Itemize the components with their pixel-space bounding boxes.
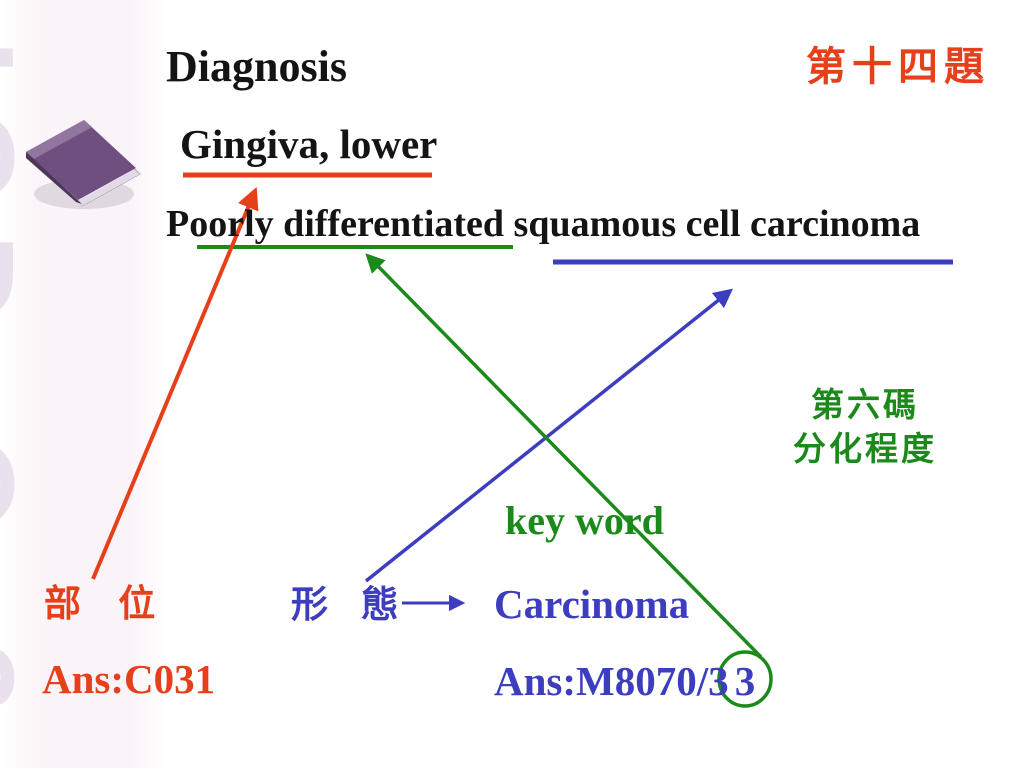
morphology-label: 形 態	[291, 585, 411, 626]
book-spine	[26, 152, 82, 204]
differentiation-digit: 3	[734, 658, 756, 704]
site-label: 部 位	[44, 584, 170, 625]
book-icon	[26, 120, 141, 209]
sixth-digit-line1: 第六碼	[811, 388, 919, 424]
sixth-digit-label: 第六碼 分化程度	[772, 385, 958, 472]
morphology-term-arrow-blue	[364, 288, 734, 583]
slide-title: Diagnosis	[166, 42, 347, 91]
question-number-label: 第十四題	[806, 44, 990, 89]
site-arrow-red	[91, 186, 259, 580]
keyword-term: Carcinoma	[494, 581, 690, 627]
book-page-edge	[76, 170, 140, 206]
site-answer: Ans:C031	[42, 656, 216, 702]
differentiation-circle	[717, 650, 773, 708]
book-cover-highlight	[26, 120, 92, 159]
differentiation-arrow-green	[365, 253, 763, 659]
keyword-label: key word	[505, 498, 664, 543]
morphology-term: Poorly differentiated squamous cell carc…	[166, 203, 921, 245]
site-term: Gingiva, lower	[180, 121, 438, 167]
morphology-answer: Ans:M8070/3	[494, 658, 729, 704]
sixth-digit-line2: 分化程度	[793, 431, 937, 468]
